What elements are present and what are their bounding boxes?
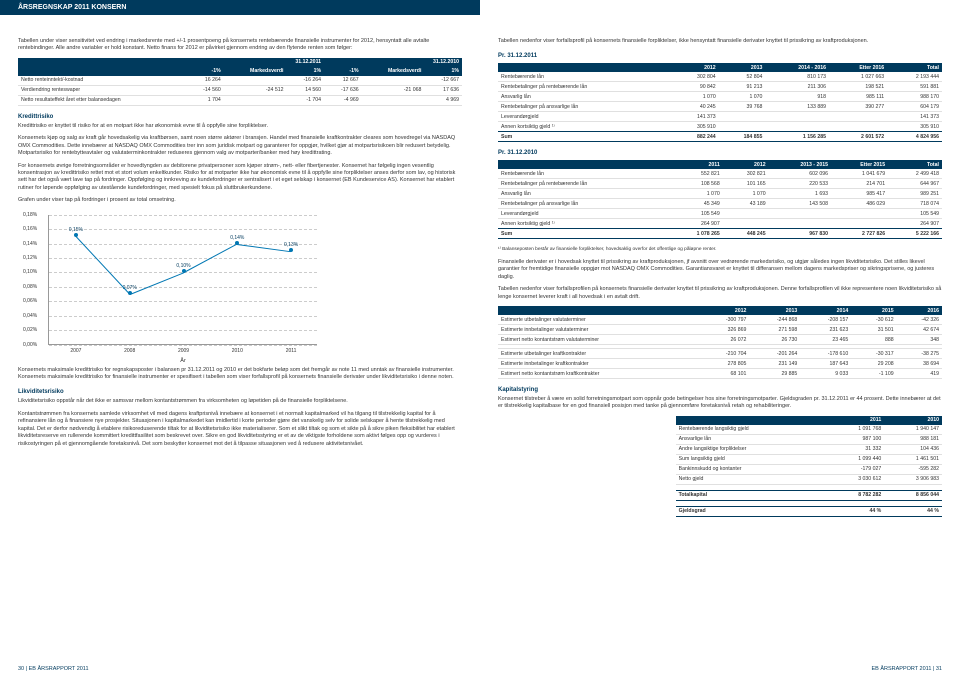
table-row: Rentebetalinger på rentebærende lån90 84… [498,82,942,92]
table-row: Bankinnskudd og kontanter-179 027-595 28… [676,464,942,474]
line-chart: År 0,00%0,02%0,04%0,06%0,08%0,10%0,12%0,… [48,215,317,345]
kredittrisiko-title: Kredittrisiko [18,114,462,120]
table-row: Netto gjeld3 030 6123 906 983 [676,474,942,484]
table-row: Estimert netto kontantstrøm kraftkontrak… [498,369,942,379]
chart-point-label: 0,15% [69,227,83,233]
sensitivity-table: 31.12.2011 31.12.2010 -1% Markedsverdi 1… [18,58,462,106]
forfall-table-2010: 201120122013 - 2015Etter 2015Total Rente… [498,160,942,239]
sum-row: Sum882 244184 8551 156 2852 601 5724 824… [498,132,942,142]
chart-y-label: 0,12% [23,255,37,261]
chart-y-label: 0,18% [23,212,37,218]
table-row: Andre langsiktige forpliktelser31 332104… [676,444,942,454]
table-row: Rentebetalinger på ansvarlige lån40 2453… [498,102,942,112]
chart-y-label: 0,14% [23,241,37,247]
kreditt-p4: Konsernets maksimale kredittrisiko for r… [18,367,462,382]
right-p2: Finansielle derivater er i hovedsak knyt… [498,259,942,281]
table-row: Estimerte innbetalinger kraftkontrakter2… [498,359,942,369]
chart-line-segment [130,272,184,295]
table-row: Estimerte utbetalinger valutaterminer-30… [498,315,942,325]
chart-y-label: 0,10% [23,269,37,275]
table-row: Verdiendring renteswaper-14 560-24 51214… [18,85,462,95]
intro-text: Tabellen under viser sensitivitet ved en… [18,38,462,53]
kapital-p: Konsernet tilstreber å være en solid for… [498,396,942,411]
table-row: Rentebærende lån552 821302 821602 0961 0… [498,169,942,179]
chart-y-label: 0,02% [23,327,37,333]
forfall-table-2011: 201220132014 - 2016Etter 2016Total Rente… [498,63,942,142]
chart-y-label: 0,16% [23,226,37,232]
header-title: ÅRSREGNSKAP 2011 KONSERN [18,4,126,11]
chart-x-label: 2007 [70,348,81,354]
kreditt-p2: Konsernets kjøp og salg av kraft går hov… [18,135,462,157]
table-row: Rentebærende langsiktig gjeld1 091 7681 … [676,425,942,435]
right-p3: Tabellen nedenfor viser forfallsprofilen… [498,286,942,301]
table-row: Estimert netto kontantstrøm valutatermin… [498,335,942,345]
chart-y-label: 0,00% [23,342,37,348]
table-row: Netto renteinntekt/-kostnad16 264-16 264… [18,76,462,86]
table-row: Ansvarlig lån1 0701 0701 693985 417989 2… [498,189,942,199]
table-row: Annen kortsiktig gjeld ¹⁾264 907264 907 [498,219,942,229]
derivat-table: 20122013201420152016 Estimerte utbetalin… [498,306,942,379]
table-row: Estimerte utbetalinger kraftkontrakter-2… [498,349,942,359]
chart-intro: Grafen under viser tap på fordringer i p… [18,197,462,204]
right-intro: Tabellen nedenfor viser forfallsprofil p… [498,38,942,45]
chart-x-label: 2011 [286,348,297,354]
header-bar: ÅRSREGNSKAP 2011 KONSERN [0,0,480,15]
table-row: Annen kortsiktig gjeld ¹⁾305 910305 910 [498,122,942,132]
chart-x-label: 2009 [178,348,189,354]
chart-point-label: 0,13% [284,242,298,248]
t2-title: Pr. 31.12.2011 [498,53,942,59]
table-row: Leverandørgjeld105 549105 549 [498,209,942,219]
table-row: Rentebærende lån302 80452 804810 1731 02… [498,72,942,82]
likv-p2: Kontantstrømmen fra konsernets samlede v… [18,411,462,448]
table-row: Ansvarlige lån987 100988 181 [676,434,942,444]
table-row: Netto resultateffekt året etter balansed… [18,95,462,105]
likviditet-title: Likviditetsrisiko [18,389,462,395]
footer-left: 30 | EB ÅRSRAPPORT 2011 [18,666,89,672]
page-right: Tabellen nedenfor viser forfallsprofil p… [480,0,960,682]
chart-x-axis-title: År [180,358,186,364]
chart-x-label: 2008 [124,348,135,354]
likv-p1: Likviditetsrisiko oppstår når det ikke e… [18,398,462,405]
kapital-title: Kapitalstyring [498,387,942,393]
page-left: ÅRSREGNSKAP 2011 KONSERN Tabellen under … [0,0,480,682]
kreditt-p1: Kredittrisiko er knyttet til risiko for … [18,123,462,130]
kapital-table: 20112010 Rentebærende langsiktig gjeld1 … [676,416,942,517]
table-row: Sum langsiktig gjeld1 099 4401 461 501 [676,454,942,464]
total-kapital-row: Totalkapital8 782 2828 856 044 [676,490,942,500]
chart-y-label: 0,04% [23,313,37,319]
t3-title: Pr. 31.12.2010 [498,150,942,156]
chart-x-label: 2010 [232,348,243,354]
table-row: Rentebetalinger på ansvarlige lån45 3494… [498,199,942,209]
footnote-1: ¹⁾ Balanseposten består av finansielle f… [498,247,942,253]
table-row: Rentebetalinger på rentebærende lån108 5… [498,179,942,189]
table-row: Estimerte innbetalinger valutaterminer32… [498,325,942,335]
footer-right: EB ÅRSRAPPORT 2011 | 31 [871,666,942,672]
table-row: Ansvarlig lån1 0701 070918985 111988 170 [498,92,942,102]
sum-row: Sum1 078 265448 245967 8302 727 8265 222… [498,229,942,239]
kreditt-p3: For konsernets øvrige forretningsområder… [18,163,462,193]
chart-point-label: 0,14% [230,235,244,241]
gjeldsgrad-row: Gjeldsgrad44 %44 % [676,506,942,516]
chart-y-label: 0,06% [23,298,37,304]
table-row: Leverandørgjeld141 373141 373 [498,112,942,122]
chart-y-label: 0,08% [23,284,37,290]
